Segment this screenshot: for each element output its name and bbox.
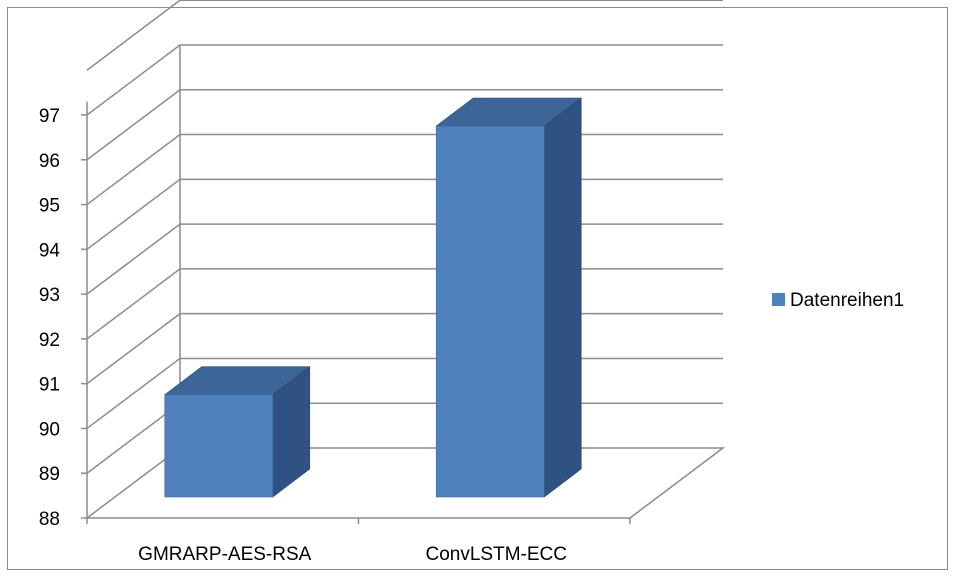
y-tick-label: 92	[39, 330, 60, 351]
x-tick-label: GMRARP-AES-RSA	[138, 544, 311, 565]
y-tick-label: 90	[39, 419, 60, 440]
y-tick-label: 95	[39, 196, 60, 217]
legend-label: Datenreihen1	[790, 290, 904, 311]
bar-side	[543, 97, 582, 498]
gridline	[86, 89, 723, 161]
bar-front	[435, 125, 545, 498]
gridline	[86, 223, 723, 295]
gridline	[86, 44, 723, 116]
bar-front	[164, 394, 274, 498]
x-tick-labels: GMRARP-AES-RSA ConvLSTM-ECC	[138, 544, 567, 565]
axes	[81, 45, 631, 524]
y-tick-label: 96	[39, 151, 60, 172]
y-tick-label: 97	[39, 106, 60, 127]
bars	[163, 97, 583, 498]
legend-swatch	[772, 293, 785, 306]
x-tick-label: ConvLSTM-ECC	[426, 544, 567, 565]
y-tick-label: 91	[39, 375, 60, 396]
gridline	[86, 268, 723, 340]
gridline	[86, 312, 723, 385]
bar	[435, 97, 583, 498]
y-tick-label: 94	[39, 240, 61, 261]
gridline	[86, 133, 723, 206]
legend: Datenreihen1	[772, 290, 904, 311]
gridline	[86, 0, 723, 71]
y-tick-label: 88	[39, 509, 60, 530]
y-tick-label: 89	[39, 464, 60, 485]
bar	[163, 366, 311, 498]
y-tick-label: 93	[39, 285, 60, 306]
y-tick-labels: 88 89 90 91 92 93 94 95 96 97	[39, 106, 61, 530]
gridline	[86, 178, 723, 250]
